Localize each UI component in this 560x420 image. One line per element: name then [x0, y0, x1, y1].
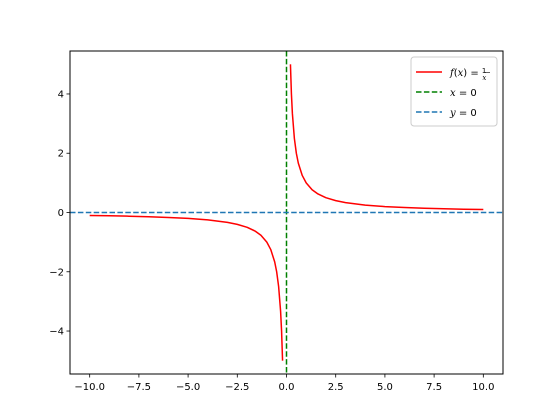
series-line-reciprocal-branch-2: [289, 64, 484, 211]
x-tick-label: 0.0: [279, 382, 295, 393]
x-tick-label: 5.0: [377, 382, 393, 393]
x-tick-label: −5.0: [176, 382, 200, 393]
x-tick-label: −2.5: [225, 382, 249, 393]
legend-label-x-zero: x = 0: [450, 88, 477, 99]
x-axis: −10.0 −7.5 −5.0 −2.5 0.0 2.5 5.0 7.5 10.0: [74, 374, 494, 393]
legend-frame: [410, 56, 498, 127]
legend-label-y-zero: y = 0: [449, 108, 477, 119]
y-axis: −4 −2 0 2 4: [49, 89, 70, 338]
x-tick-label: 7.5: [426, 382, 442, 393]
y-tick-label: 4: [58, 89, 64, 100]
y-tick-label: −2: [49, 267, 64, 278]
y-tick-label: −4: [49, 327, 64, 338]
x-tick-label: −10.0: [74, 382, 105, 393]
y-tick-label: 2: [58, 149, 64, 160]
x-tick-label: −7.5: [127, 382, 151, 393]
x-tick-label: 2.5: [328, 382, 344, 393]
y-tick-label: 0: [58, 208, 64, 219]
x-tick-label: 10.0: [472, 382, 494, 393]
plot-area: [70, 51, 503, 374]
series-line-reciprocal-branch-1: [89, 214, 284, 361]
